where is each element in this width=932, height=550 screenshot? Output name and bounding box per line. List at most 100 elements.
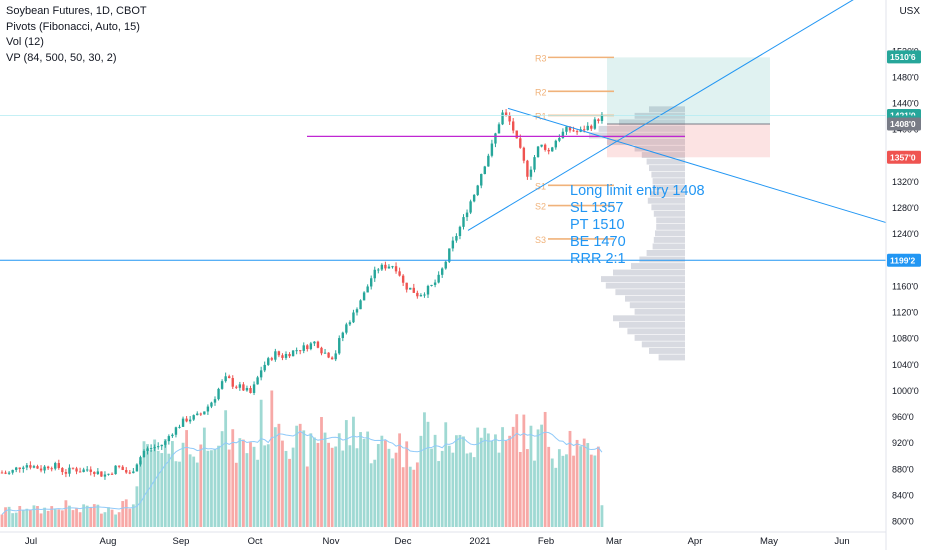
candle-body <box>93 471 96 475</box>
volume-bar <box>82 504 86 527</box>
time-tick: Mar <box>606 536 622 547</box>
candle-body <box>18 467 21 469</box>
pivot-label-s2: S2 <box>535 202 546 212</box>
volume-bar <box>167 453 171 527</box>
volume-bar <box>469 452 472 527</box>
candle-body <box>61 468 64 473</box>
volume-bar <box>455 435 458 527</box>
volume-bar <box>408 466 412 527</box>
profile-row <box>651 204 685 211</box>
profile-row <box>652 178 685 185</box>
volume-bar <box>557 449 561 527</box>
candle-body <box>412 287 415 293</box>
volume-bar <box>447 445 451 527</box>
profile-row <box>634 145 685 152</box>
volume-bar <box>515 414 519 527</box>
candle-body <box>373 269 376 279</box>
volume-bar <box>57 509 61 527</box>
volume-bar <box>160 453 164 527</box>
volume-bars <box>0 390 604 527</box>
candle-body <box>533 157 536 170</box>
volume-bar <box>330 447 334 527</box>
volume-bar <box>600 505 604 527</box>
price-tick: 840'0 <box>892 490 914 500</box>
volume-bar <box>291 447 295 527</box>
volume-bar <box>334 446 338 527</box>
volume-bar <box>341 450 345 527</box>
volume-bar <box>391 458 394 527</box>
currency-label[interactable]: USX <box>899 6 920 17</box>
candle-body <box>394 266 398 272</box>
candle-body <box>167 436 171 442</box>
volume-bar <box>572 455 575 527</box>
legend-pivots[interactable]: Pivots (Fibonacci, Auto, 15) <box>6 20 140 33</box>
volume-bar <box>486 433 490 527</box>
candle-body <box>384 264 387 269</box>
volume-bar <box>490 441 494 527</box>
legend-vp[interactable]: VP (84, 500, 50, 30, 2) <box>6 51 117 64</box>
price-badge <box>887 50 921 64</box>
candle-body <box>448 248 451 262</box>
price-tick: 880'0 <box>892 464 914 474</box>
candle-body <box>181 418 185 427</box>
volume-bar <box>561 455 565 527</box>
time-tick: Jun <box>834 536 849 547</box>
volume-bar <box>479 437 483 527</box>
candle-body <box>107 473 110 475</box>
volume-bar <box>451 452 455 527</box>
candle-body <box>25 465 29 468</box>
legend-vol[interactable]: Vol (12) <box>6 36 44 48</box>
volume-bar <box>295 425 299 527</box>
volume-bar <box>245 453 249 527</box>
volume-bar <box>547 446 551 527</box>
volume-bar <box>64 500 68 527</box>
volume-bar <box>213 449 217 527</box>
profile-row <box>649 106 685 113</box>
candle-body <box>519 138 522 148</box>
candle-body <box>583 129 586 131</box>
volume-bar <box>540 424 543 527</box>
candle-body <box>540 144 543 147</box>
candle-body <box>71 467 75 469</box>
volume-bar <box>163 439 167 527</box>
position-tool[interactable] <box>607 57 770 158</box>
time-tick: Apr <box>688 536 703 547</box>
profile-row <box>652 184 685 191</box>
trade-note[interactable]: Long limit entry 1408 SL 1357 PT 1510 BE… <box>570 183 705 268</box>
candle-body <box>483 166 486 174</box>
volume-bar <box>117 512 121 527</box>
legend-title[interactable]: Soybean Futures, 1D, CBOT <box>6 5 147 17</box>
volume-bar <box>142 441 146 527</box>
candle-body <box>352 312 355 323</box>
price-axis[interactable]: 1520'01480'01440'01400'01360'01320'01280… <box>885 0 919 550</box>
volume-bar <box>405 441 409 527</box>
candle-body <box>4 472 7 474</box>
volume-bar <box>327 442 330 527</box>
time-tick: 2021 <box>469 536 490 547</box>
candle-body <box>277 351 281 356</box>
candle-body <box>7 472 11 474</box>
candle-body <box>196 413 199 416</box>
chart-legend: Soybean Futures, 1D, CBOT Pivots (Fibona… <box>6 4 147 66</box>
volume-bar <box>100 513 103 527</box>
volume-bar <box>89 507 93 527</box>
candle-body <box>121 466 124 471</box>
volume-bar <box>337 433 341 527</box>
volume-bar <box>217 445 220 527</box>
candle-body <box>164 441 167 445</box>
time-axis[interactable]: Jul Aug Sep Oct Nov Dec 2021 Feb Mar Apr May Jun <box>0 531 886 547</box>
candle-body <box>444 261 447 269</box>
candle-body <box>220 381 224 389</box>
drawings[interactable] <box>0 0 887 261</box>
volume-bar <box>380 435 384 527</box>
candle-body <box>96 471 100 475</box>
volume-bar <box>14 512 18 527</box>
volume-bar <box>50 506 54 527</box>
candle-body <box>526 160 529 177</box>
candle-body <box>465 212 469 218</box>
candle-body <box>590 125 593 129</box>
volume-bar <box>504 440 508 527</box>
candle-body <box>252 384 256 393</box>
volume-bar <box>192 456 196 527</box>
